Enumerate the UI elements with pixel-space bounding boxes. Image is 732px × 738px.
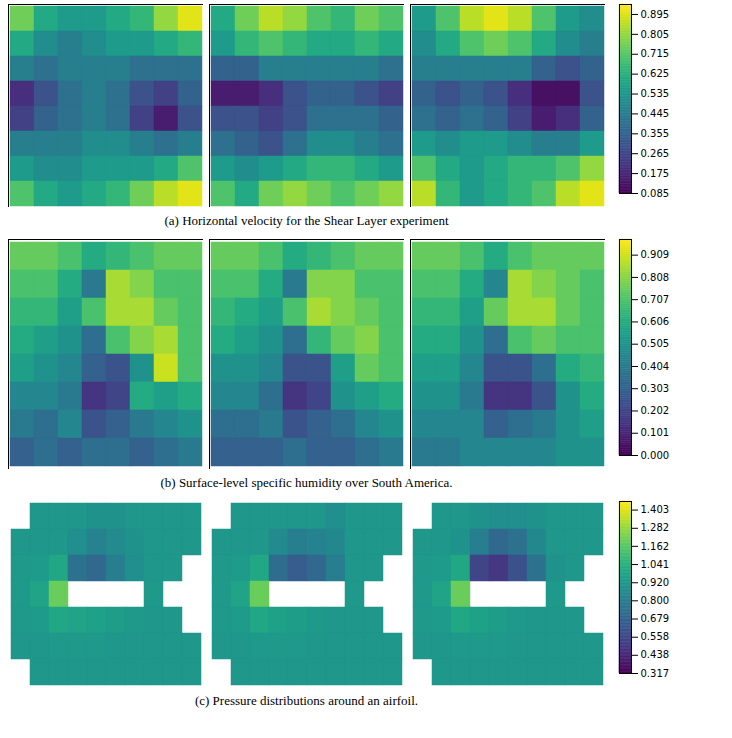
- svg-text:0.606: 0.606: [641, 316, 670, 327]
- svg-text:0.920: 0.920: [641, 577, 670, 588]
- svg-text:0.715: 0.715: [641, 48, 670, 59]
- svg-text:0.535: 0.535: [641, 88, 670, 99]
- svg-text:1.041: 1.041: [641, 559, 670, 570]
- svg-text:0.895: 0.895: [641, 9, 670, 20]
- svg-text:0.202: 0.202: [641, 405, 670, 416]
- html-text:(b) Surface-level specific hum: (b) Surface-level specific humidity over…: [160, 475, 453, 490]
- svg-text:0.085: 0.085: [641, 188, 670, 199]
- svg-text:0.625: 0.625: [641, 68, 670, 79]
- svg-text:0.101: 0.101: [641, 427, 670, 438]
- html-text:(a) Horizontal velocity for th: (a) Horizontal velocity for the Shear La…: [164, 213, 449, 228]
- svg-text:0.303: 0.303: [641, 383, 670, 394]
- svg-text:0.317: 0.317: [641, 668, 670, 679]
- svg-text:0.265: 0.265: [641, 148, 670, 159]
- svg-text:0.175: 0.175: [641, 168, 670, 179]
- svg-text:1.282: 1.282: [641, 522, 670, 533]
- svg-text:0.707: 0.707: [641, 294, 670, 305]
- svg-text:0.808: 0.808: [641, 272, 670, 283]
- svg-text:0.558: 0.558: [641, 631, 670, 642]
- svg-text:0.445: 0.445: [641, 108, 670, 119]
- svg-text:0.800: 0.800: [641, 595, 670, 606]
- svg-text:0.679: 0.679: [641, 613, 670, 624]
- svg-text:0.404: 0.404: [641, 361, 670, 372]
- svg-text:1.162: 1.162: [641, 541, 670, 552]
- svg-text:0.909: 0.909: [641, 249, 670, 260]
- svg-text:0.505: 0.505: [641, 338, 670, 349]
- html-text:(c) Pressure distributions aro: (c) Pressure distributions around an air…: [194, 693, 419, 708]
- svg-text:0.000: 0.000: [641, 450, 670, 461]
- svg-text:0.355: 0.355: [641, 128, 670, 139]
- svg-text:0.805: 0.805: [641, 29, 670, 40]
- svg-text:1.403: 1.403: [641, 504, 670, 515]
- svg-text:0.438: 0.438: [641, 649, 670, 660]
